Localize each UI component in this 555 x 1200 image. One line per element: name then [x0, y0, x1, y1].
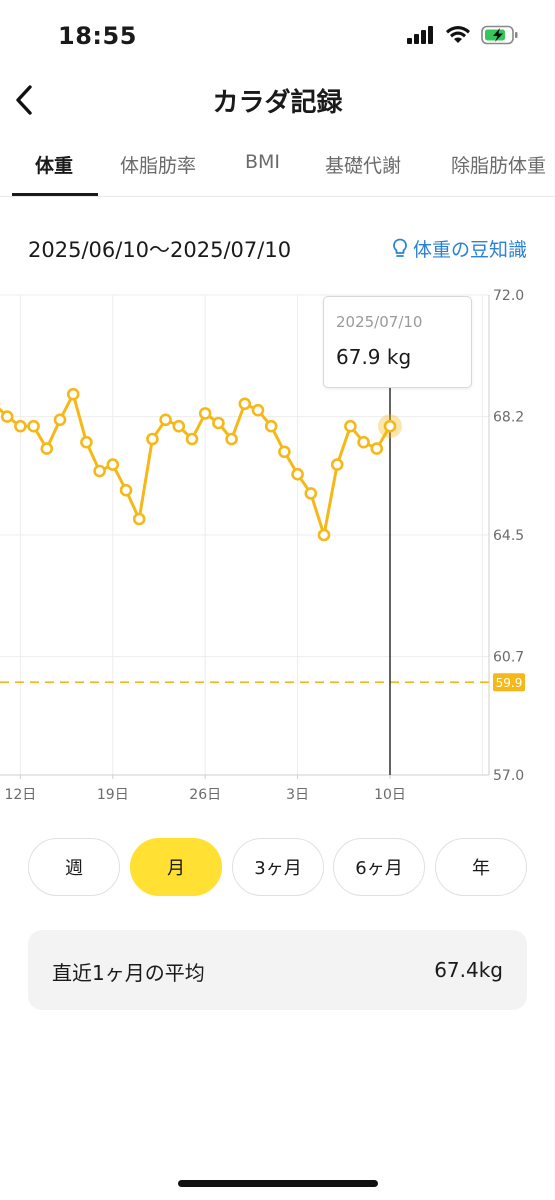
cellular-signal-icon: [407, 26, 435, 48]
x-tick-label: 19日: [97, 787, 129, 803]
data-point: [66, 387, 80, 401]
period-3months-button[interactable]: 3ヶ月: [232, 838, 324, 896]
data-point: [80, 435, 93, 449]
data-point: [185, 432, 199, 446]
tab-body-fat[interactable]: 体脂肪率: [120, 155, 197, 177]
status-bar: 18:55: [0, 0, 555, 70]
period-year-button[interactable]: 年: [435, 838, 527, 896]
data-point: [383, 419, 397, 433]
tab-bmi[interactable]: BMI: [245, 151, 281, 173]
back-button[interactable]: [6, 78, 42, 122]
data-point: [14, 419, 27, 433]
chart-tooltip: 2025/07/10 67.9 kg: [323, 296, 472, 388]
status-time: 18:55: [58, 22, 137, 50]
lightbulb-icon: [393, 238, 407, 257]
data-point: [225, 432, 238, 446]
data-point: [330, 458, 344, 471]
average-label: 直近1ヶ月の平均: [52, 961, 205, 985]
x-tick-label: 10日: [374, 787, 406, 803]
active-tab-indicator: [12, 193, 98, 196]
data-point: [27, 419, 40, 433]
data-point: [357, 435, 370, 449]
data-point: [291, 467, 304, 481]
target-weight-label: 59.9: [496, 676, 523, 690]
nav-bar: カラダ記録: [0, 70, 555, 130]
period-month-button[interactable]: 月: [130, 838, 222, 896]
data-point: [212, 416, 225, 430]
page-title: カラダ記録: [212, 88, 343, 118]
y-tick-label: 60.7: [493, 650, 524, 666]
y-tick-label: 72.0: [493, 288, 524, 304]
period-week-button[interactable]: 週: [28, 838, 120, 896]
data-point: [132, 512, 146, 526]
data-point: [304, 487, 318, 500]
weight-chart-svg: 72.0 68.2 64.5 60.7 57.0 12日 19日 26日 3日 10日 59.9: [0, 288, 525, 803]
data-point: [93, 464, 106, 478]
home-indicator: [178, 1180, 378, 1187]
date-range: 2025/06/10〜2025/07/10: [28, 238, 292, 262]
data-point: [159, 413, 172, 427]
data-point: [146, 432, 159, 446]
metric-tabs: 体重 体脂肪率 BMI 基礎代謝 除脂肪体重: [0, 135, 555, 197]
weight-tips-link[interactable]: 体重の豆知識: [392, 235, 527, 262]
x-tick-label: 26日: [189, 787, 221, 803]
average-value: 67.4kg: [434, 958, 503, 982]
tooltip-value: 67.9 kg: [336, 345, 412, 369]
y-tick-label: 57.0: [493, 768, 524, 784]
tab-basal-metabolism[interactable]: 基礎代謝: [325, 155, 402, 177]
data-point: [278, 445, 291, 459]
data-point: [317, 528, 331, 542]
data-point: [0, 410, 14, 423]
data-point: [53, 413, 67, 427]
period-selector: 週 月 3ヶ月 6ヶ月 年: [28, 838, 527, 896]
weight-chart[interactable]: 72.0 68.2 64.5 60.7 57.0 12日 19日 26日 3日 10日 59.9: [0, 280, 555, 810]
period-6months-button[interactable]: 6ヶ月: [333, 838, 425, 896]
data-point: [344, 419, 357, 433]
y-tick-label: 64.5: [493, 528, 524, 544]
tab-lean-body-mass[interactable]: 除脂肪体重: [451, 155, 547, 177]
weight-tips-label: 体重の豆知識: [412, 239, 527, 261]
data-point: [264, 419, 278, 433]
x-tick-label: 12日: [4, 787, 36, 803]
status-icons: [407, 24, 519, 50]
data-point: [198, 407, 212, 420]
data-point: [40, 442, 54, 455]
average-card: 直近1ヶ月の平均 67.4kg: [28, 930, 527, 1010]
y-tick-label: 68.2: [493, 410, 524, 426]
x-tick-label: 3日: [286, 787, 309, 803]
data-point: [238, 397, 252, 411]
data-point: [106, 458, 120, 471]
tab-weight[interactable]: 体重: [35, 155, 74, 177]
data-point: [251, 403, 265, 417]
tooltip-date: 2025/07/10: [336, 313, 423, 331]
data-point: [172, 419, 186, 433]
range-row: 2025/06/10〜2025/07/10 体重の豆知識: [0, 228, 555, 268]
chevron-left-icon: [16, 85, 32, 115]
battery-charging-icon: [481, 25, 519, 49]
data-point: [370, 442, 384, 455]
wifi-icon: [445, 25, 471, 49]
target-weight-badge: [493, 673, 525, 692]
data-point: [119, 483, 133, 497]
